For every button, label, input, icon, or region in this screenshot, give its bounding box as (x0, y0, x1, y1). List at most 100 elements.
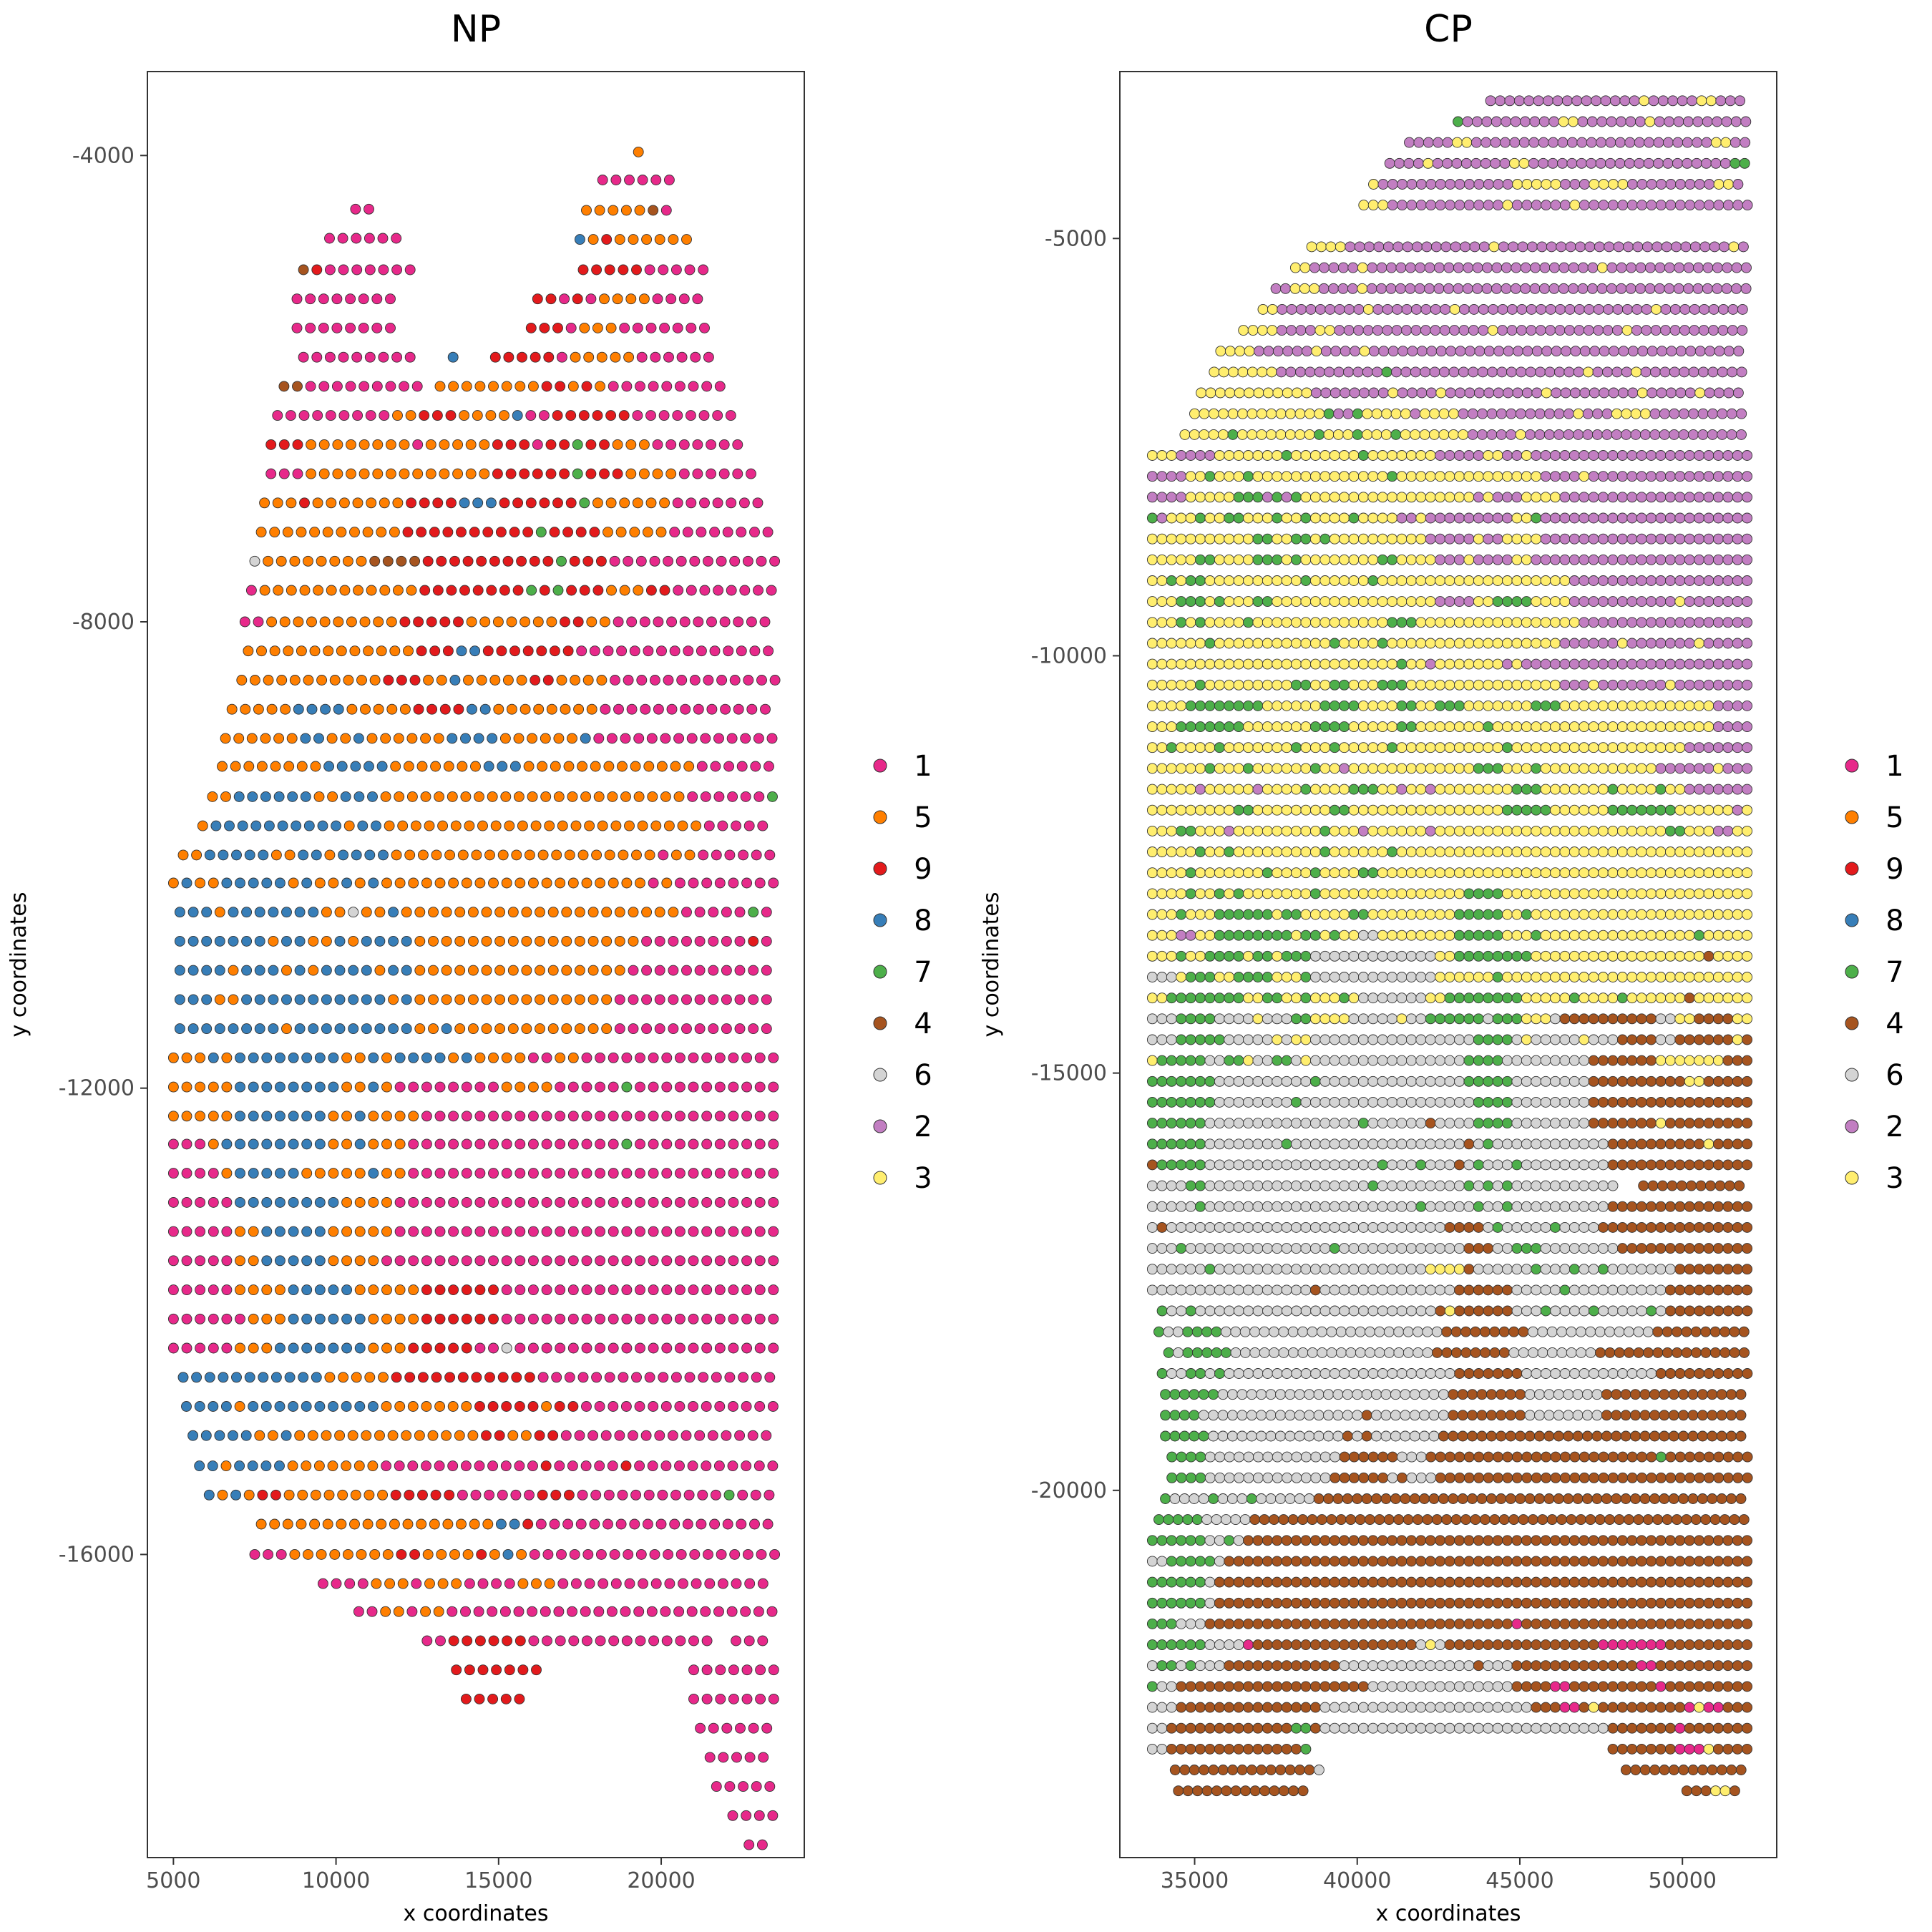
spot-cluster-2 (1742, 200, 1753, 211)
spot-cluster-3 (1425, 700, 1436, 711)
spot-cluster-3 (1377, 450, 1388, 461)
spot-cluster-2 (1387, 179, 1398, 190)
spot-cluster-5 (373, 703, 384, 715)
spot-cluster-6 (1454, 1055, 1465, 1066)
spot-cluster-9 (489, 351, 501, 363)
spot-cluster-2 (1598, 492, 1609, 503)
spot-cluster-2 (1506, 429, 1517, 440)
spot-cluster-3 (1209, 366, 1220, 378)
spot-cluster-7 (1463, 992, 1475, 1004)
spot-cluster-2 (1486, 429, 1498, 440)
spot-cluster-2 (1741, 262, 1752, 273)
spot-cluster-1 (628, 994, 639, 1005)
spot-cluster-8 (194, 1460, 205, 1472)
spot-cluster-2 (1704, 346, 1716, 357)
spot-cluster-3 (1405, 742, 1417, 753)
spot-cluster-3 (1316, 241, 1327, 253)
spot-cluster-3 (1377, 847, 1388, 857)
spot-cluster-1 (721, 1023, 732, 1035)
spot-cluster-7 (1492, 909, 1503, 920)
spot-cluster-8 (314, 1226, 326, 1237)
spot-cluster-2 (1674, 200, 1686, 211)
spot-cluster-5 (513, 733, 525, 744)
spot-cluster-9 (448, 1635, 459, 1646)
spot-cluster-7 (1405, 721, 1417, 733)
spot-cluster-6 (1405, 972, 1417, 982)
spot-cluster-1 (412, 439, 424, 450)
spot-cluster-3 (1435, 763, 1446, 774)
spot-cluster-1 (741, 1081, 753, 1093)
spot-cluster-5 (309, 645, 321, 657)
spot-cluster-3 (1703, 867, 1714, 879)
spot-cluster-2 (1593, 303, 1604, 315)
spot-cluster-2 (1732, 387, 1744, 399)
spot-cluster-1 (487, 1460, 499, 1472)
spot-cluster-1 (721, 1722, 733, 1734)
spot-cluster-3 (1646, 867, 1657, 879)
spot-cluster-1 (690, 351, 701, 363)
spot-cluster-3 (1568, 721, 1580, 733)
spot-cluster-7 (1146, 512, 1158, 524)
spot-cluster-2 (1664, 116, 1675, 127)
spot-cluster-3 (1616, 888, 1628, 899)
spot-cluster-2 (1510, 116, 1521, 127)
spot-cluster-2 (1712, 700, 1724, 711)
spot-cluster-7 (1204, 721, 1216, 733)
spot-cluster-3 (1483, 492, 1494, 503)
spot-cluster-3 (1272, 658, 1283, 670)
spot-cluster-1 (714, 1138, 726, 1150)
spot-cluster-7 (1453, 116, 1464, 127)
spot-cluster-3 (1722, 909, 1734, 920)
spot-cluster-2 (1556, 241, 1567, 253)
spot-cluster-1 (675, 1635, 686, 1646)
spot-cluster-7 (1483, 1138, 1494, 1150)
spot-cluster-3 (1415, 638, 1427, 649)
spot-cluster-8 (348, 994, 359, 1005)
spot-cluster-8 (288, 1226, 299, 1237)
spot-cluster-2 (1394, 157, 1405, 169)
spot-cluster-3 (1319, 992, 1331, 1004)
spot-cluster-2 (1602, 325, 1614, 336)
spot-cluster-1 (421, 1255, 432, 1267)
spot-cluster-6 (1214, 1075, 1225, 1087)
spot-cluster-3 (1348, 575, 1360, 586)
spot-cluster-2 (1544, 366, 1556, 378)
spot-cluster-6 (1252, 1096, 1264, 1108)
spot-cluster-3 (1176, 888, 1187, 899)
spot-cluster-6 (1339, 1138, 1350, 1150)
spot-cluster-3 (1636, 825, 1647, 836)
spot-cluster-3 (1367, 471, 1379, 482)
spot-cluster-3 (1272, 721, 1283, 733)
spot-cluster-3 (1185, 533, 1196, 545)
spot-cluster-5 (220, 791, 231, 802)
spot-cluster-3 (1655, 930, 1667, 941)
spot-cluster-3 (1646, 909, 1657, 920)
spot-cluster-7 (1262, 909, 1273, 920)
spot-cluster-3 (1626, 721, 1638, 733)
spot-cluster-1 (621, 1168, 633, 1179)
spot-cluster-1 (542, 1548, 554, 1560)
spot-cluster-5 (349, 527, 360, 538)
spot-cluster-1 (681, 907, 692, 918)
spot-cluster-3 (1281, 992, 1292, 1004)
spot-cluster-3 (1444, 638, 1455, 649)
spot-cluster-8 (181, 877, 192, 889)
spot-cluster-5 (386, 703, 398, 715)
spot-cluster-1 (742, 1548, 753, 1560)
spot-cluster-3 (1291, 617, 1302, 628)
spot-cluster-1 (636, 675, 648, 686)
spot-cluster-7 (1367, 784, 1379, 795)
spot-cluster-3 (1607, 888, 1619, 899)
spot-cluster-2 (1444, 533, 1455, 545)
spot-cluster-3 (1518, 157, 1530, 169)
spot-cluster-5 (408, 1313, 419, 1324)
spot-cluster-1 (358, 322, 369, 333)
spot-cluster-6 (1233, 1159, 1244, 1171)
spot-cluster-3 (1722, 992, 1734, 1004)
spot-cluster-5 (410, 820, 421, 831)
spot-cluster-2 (1263, 346, 1274, 357)
spot-cluster-5 (380, 733, 391, 744)
spot-cluster-8 (449, 675, 461, 686)
spot-cluster-1 (541, 1226, 552, 1237)
spot-cluster-5 (297, 1489, 308, 1501)
